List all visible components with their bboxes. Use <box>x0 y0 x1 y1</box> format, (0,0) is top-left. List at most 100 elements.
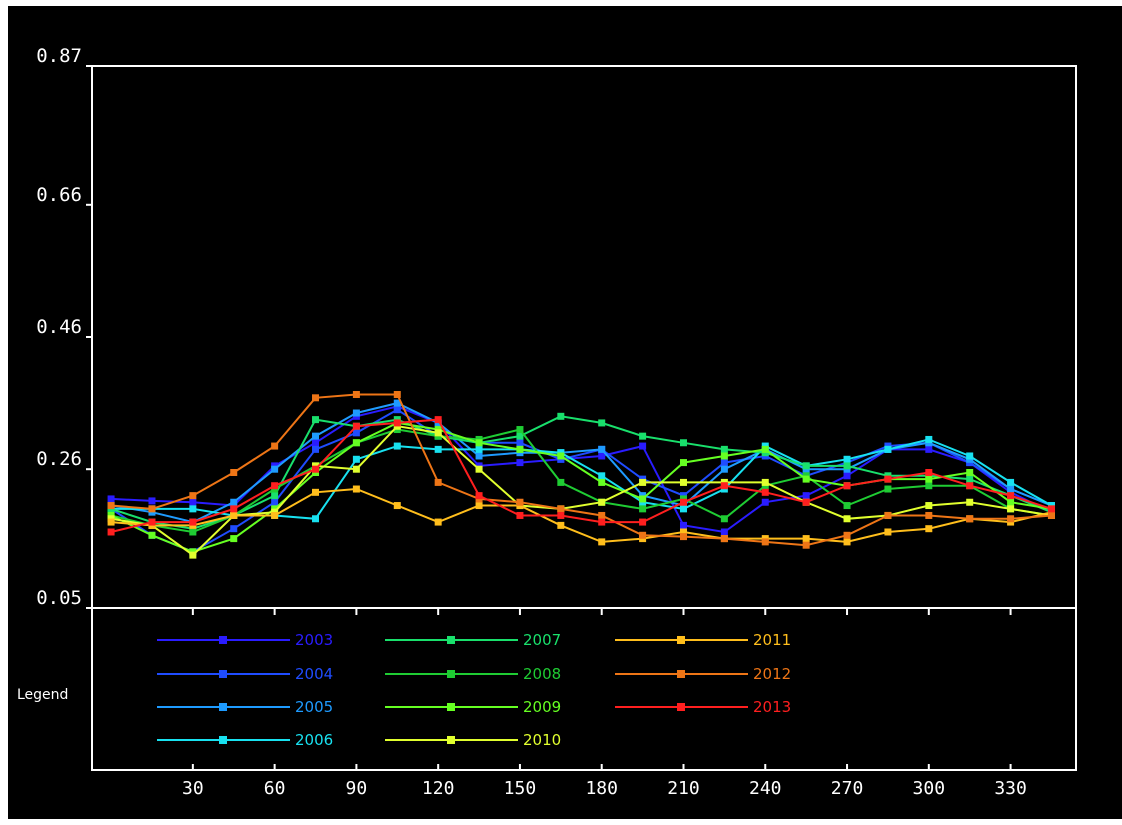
data-point <box>802 535 810 543</box>
data-point <box>271 511 279 519</box>
data-point <box>679 505 687 513</box>
data-point <box>148 531 156 539</box>
data-point <box>475 439 483 447</box>
legend-item-2011: 2011 <box>615 631 791 649</box>
data-point <box>598 445 606 453</box>
legend-label: 2008 <box>523 665 561 683</box>
data-point <box>966 482 974 490</box>
legend-item-2010: 2010 <box>385 731 561 749</box>
data-point <box>189 528 197 536</box>
data-point <box>516 445 524 453</box>
legend-swatch-marker <box>677 670 685 678</box>
data-point <box>1007 485 1015 493</box>
series-line <box>110 408 1052 553</box>
data-point <box>802 475 810 483</box>
data-point <box>189 551 197 559</box>
data-point <box>679 528 687 536</box>
data-point <box>434 445 442 453</box>
data-point <box>925 525 933 533</box>
data-point <box>639 531 647 539</box>
data-point <box>271 442 279 450</box>
data-point <box>720 445 728 453</box>
legend-swatch-marker <box>447 703 455 711</box>
data-point <box>639 478 647 486</box>
data-point <box>1007 515 1015 523</box>
legend-label: 2007 <box>523 631 561 649</box>
data-point <box>230 498 238 506</box>
data-point <box>271 465 279 473</box>
data-point <box>557 505 565 513</box>
data-point <box>352 455 360 463</box>
data-point <box>189 505 197 513</box>
data-point <box>352 429 360 437</box>
data-point <box>925 502 933 510</box>
chart-background <box>8 6 1122 819</box>
data-point <box>312 515 320 523</box>
data-point <box>720 528 728 536</box>
data-point <box>802 498 810 506</box>
data-point <box>271 482 279 490</box>
series-line <box>111 487 1052 543</box>
data-point <box>1007 505 1015 513</box>
legend-item-2007: 2007 <box>385 631 561 649</box>
data-point <box>352 391 360 399</box>
legend-item-2004: 2004 <box>157 665 333 683</box>
data-point <box>230 469 238 476</box>
y-axis: 0.87 0.66 0.46 0.26 0.05 <box>36 45 92 609</box>
data-point <box>966 475 974 483</box>
data-point <box>312 445 320 453</box>
data-point <box>148 497 156 505</box>
data-point <box>598 452 606 460</box>
data-point <box>843 502 851 510</box>
data-point <box>843 482 851 490</box>
data-point <box>1007 492 1015 500</box>
data-point <box>352 422 360 430</box>
series-group <box>107 391 1055 559</box>
legend-swatch-marker <box>677 703 685 711</box>
legend-item-2005: 2005 <box>157 698 333 716</box>
data-point <box>843 462 851 470</box>
series-line <box>111 405 1052 534</box>
data-point <box>230 535 238 543</box>
legend-swatch-marker <box>219 636 227 644</box>
legend-label: 2004 <box>295 665 333 683</box>
data-point <box>679 521 687 529</box>
data-point <box>884 445 892 453</box>
data-point <box>720 482 728 490</box>
legend-label: 2010 <box>523 731 561 749</box>
data-point <box>598 538 606 546</box>
data-point <box>966 469 974 476</box>
legend-label: 2013 <box>753 698 791 716</box>
series-line <box>110 425 1052 557</box>
data-point <box>802 492 810 500</box>
data-point <box>230 525 238 533</box>
data-point <box>189 518 197 526</box>
data-point <box>557 511 565 519</box>
x-tick-label: 210 <box>667 778 700 799</box>
data-point <box>557 452 565 460</box>
data-point <box>720 465 728 473</box>
data-point <box>761 538 769 546</box>
data-point <box>352 409 360 417</box>
legend: 2003 2004 2005 2006 2007 2008 2009 2010 2011 2012… <box>157 631 791 749</box>
legend-swatch-marker <box>219 703 227 711</box>
data-point <box>720 515 728 523</box>
data-point <box>843 538 851 546</box>
data-point <box>312 394 320 402</box>
data-point <box>434 416 442 424</box>
legend-swatch-marker <box>219 736 227 744</box>
data-point <box>679 459 687 467</box>
data-point <box>802 462 810 470</box>
legend-item-2009: 2009 <box>385 698 561 716</box>
y-tick-label: 0.26 <box>36 448 82 470</box>
x-tick-label: 30 <box>182 778 204 799</box>
data-point <box>516 432 524 440</box>
data-point <box>925 445 933 453</box>
data-point <box>271 498 279 506</box>
x-tick-label: 330 <box>994 778 1027 799</box>
data-point <box>679 478 687 486</box>
data-point <box>107 528 115 536</box>
data-point <box>148 518 156 526</box>
data-point <box>516 498 524 506</box>
data-point <box>516 426 524 434</box>
